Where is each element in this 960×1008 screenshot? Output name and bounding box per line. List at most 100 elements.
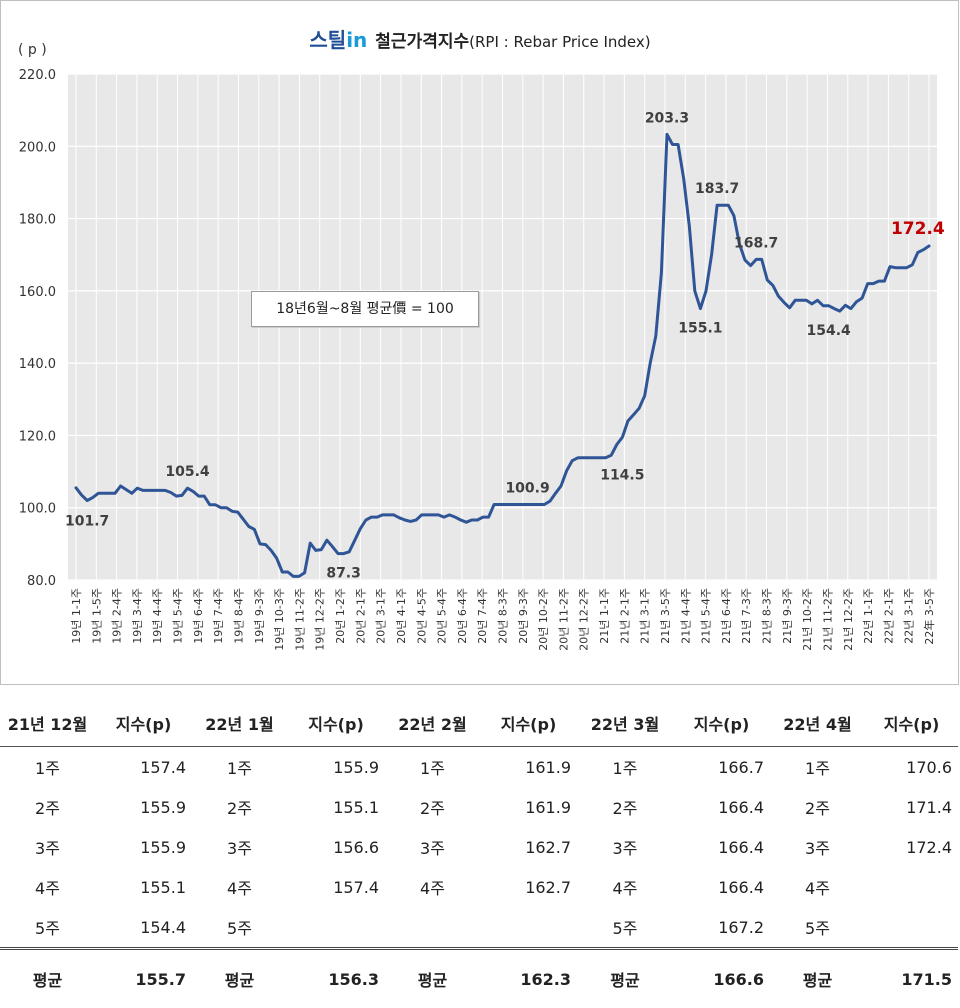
week-cell: 4주 xyxy=(192,867,287,907)
index-header: 지수(p) xyxy=(95,700,192,747)
index-value-cell: 171.4 xyxy=(865,787,958,827)
data-label: 154.4 xyxy=(806,323,851,339)
index-value-cell: 170.6 xyxy=(865,747,958,788)
x-tick-label: 21년 12-2주 xyxy=(842,588,855,651)
week-cell: 5주 xyxy=(770,907,865,949)
index-value-cell: 166.4 xyxy=(673,827,770,867)
x-tick-label: 19년 4-4주 xyxy=(151,588,164,644)
week-cell: 1주 xyxy=(0,747,95,788)
average-label: 평균 xyxy=(577,949,673,1008)
x-tick-label: 20년 4-1주 xyxy=(395,588,408,644)
average-value: 156.3 xyxy=(287,949,385,1008)
x-tick-label: 22년 2-1주 xyxy=(882,588,895,644)
x-tick-label: 20년 6-4주 xyxy=(456,588,469,644)
x-tick-label: 20년 2-1주 xyxy=(354,588,367,644)
average-label: 평균 xyxy=(0,949,95,1008)
index-value-cell: 162.7 xyxy=(480,867,577,907)
data-label: 105.4 xyxy=(165,464,210,480)
x-tick-label: 19년 7-4주 xyxy=(212,588,225,644)
week-cell: 3주 xyxy=(385,827,480,867)
index-value-cell xyxy=(865,907,958,949)
data-label: 100.9 xyxy=(505,480,549,496)
x-tick-label: 20년 10-2주 xyxy=(537,588,550,651)
index-value-cell: 155.9 xyxy=(95,787,192,827)
x-tick-label: 19년 1-5주 xyxy=(90,588,103,644)
week-cell: 5주 xyxy=(0,907,95,949)
data-label: 155.1 xyxy=(678,321,722,337)
index-value-cell: 166.7 xyxy=(673,747,770,788)
x-tick-label: 21년 8-3주 xyxy=(761,588,774,644)
x-tick-label: 21년 5-4주 xyxy=(700,588,713,644)
x-tick-label: 20년 8-3주 xyxy=(497,588,510,644)
month-header: 22년 2월 xyxy=(385,700,480,747)
x-tick-label: 22년 1-1주 xyxy=(862,588,875,644)
x-tick-label: 20년 1-2주 xyxy=(334,588,347,644)
y-tick-label: 160.0 xyxy=(19,285,56,300)
month-header: 22년 1월 xyxy=(192,700,287,747)
week-cell xyxy=(385,907,480,949)
week-cell: 2주 xyxy=(577,787,673,827)
x-tick-label: 19년 10-3주 xyxy=(273,588,286,651)
average-label: 평균 xyxy=(770,949,865,1008)
data-label: 87.3 xyxy=(326,566,361,582)
index-header: 지수(p) xyxy=(673,700,770,747)
brand-logo: 스틸in xyxy=(309,28,367,52)
average-value: 171.5 xyxy=(865,949,958,1008)
data-label: 203.3 xyxy=(645,110,689,126)
week-cell: 1주 xyxy=(577,747,673,788)
week-cell: 2주 xyxy=(192,787,287,827)
y-tick-label: 100.0 xyxy=(19,502,56,517)
x-tick-label: 19년 2-4주 xyxy=(111,588,124,644)
data-label: 183.7 xyxy=(695,181,739,197)
x-tick-label: 20년 12-2주 xyxy=(578,588,591,651)
x-tick-label: 21년 3-1주 xyxy=(639,588,652,644)
week-cell: 4주 xyxy=(385,867,480,907)
index-value-cell: 166.4 xyxy=(673,787,770,827)
y-tick-label: 220.0 xyxy=(19,68,56,83)
index-value-cell: 161.9 xyxy=(480,747,577,788)
index-value-cell: 166.4 xyxy=(673,867,770,907)
week-cell: 1주 xyxy=(192,747,287,788)
x-tick-label: 21년 3-5주 xyxy=(659,588,672,644)
month-header: 22년 4월 xyxy=(770,700,865,747)
y-tick-label: 200.0 xyxy=(19,140,56,155)
week-cell: 5주 xyxy=(577,907,673,949)
y-tick-label: 140.0 xyxy=(19,357,56,372)
x-tick-label: 21년 1-1주 xyxy=(598,588,611,644)
y-axis-unit-label: ( p ) xyxy=(18,42,47,58)
average-value: 166.6 xyxy=(673,949,770,1008)
index-value-cell xyxy=(865,867,958,907)
average-label: 평균 xyxy=(385,949,480,1008)
latest-value-label: 172.4 xyxy=(891,219,945,239)
week-cell: 2주 xyxy=(385,787,480,827)
week-cell: 3주 xyxy=(770,827,865,867)
x-tick-label: 20년 3-1주 xyxy=(375,588,388,644)
chart-title-text: 철근가격지수 xyxy=(375,32,469,52)
y-tick-label: 80.0 xyxy=(27,574,56,589)
index-value-cell: 157.4 xyxy=(95,747,192,788)
index-value-cell: 157.4 xyxy=(287,867,385,907)
x-tick-label: 20년 7-4주 xyxy=(476,588,489,644)
week-cell: 4주 xyxy=(0,867,95,907)
week-cell: 5주 xyxy=(192,907,287,949)
month-header: 21년 12월 xyxy=(0,700,95,747)
data-label: 101.7 xyxy=(65,514,109,530)
x-tick-label: 19년 12-2주 xyxy=(314,588,327,651)
average-value: 155.7 xyxy=(95,949,192,1008)
index-value-cell: 162.7 xyxy=(480,827,577,867)
baseline-note: 18년6월~8월 평균價 = 100 xyxy=(251,291,479,327)
index-value-cell xyxy=(480,907,577,949)
week-cell: 2주 xyxy=(0,787,95,827)
index-value-cell: 156.6 xyxy=(287,827,385,867)
line-chart: 220.0200.0180.0160.0140.0120.0100.080.01… xyxy=(0,0,960,686)
